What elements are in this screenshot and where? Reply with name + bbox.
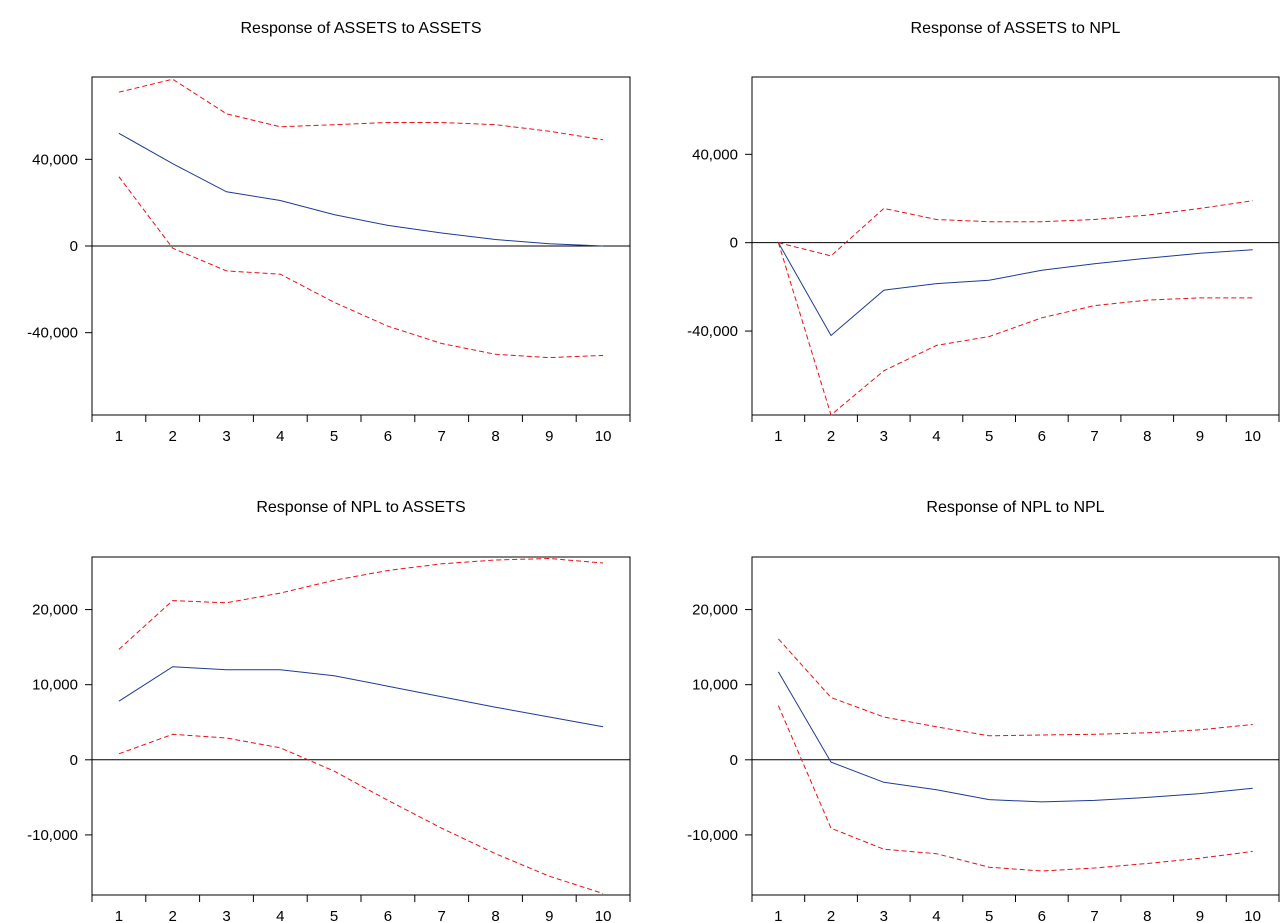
x-tick-label: 5: [985, 428, 993, 445]
y-tick-label: -10,000: [27, 827, 78, 844]
x-tick-label: 1: [774, 428, 782, 445]
lower-band-line: [118, 176, 604, 359]
lower-band-line: [777, 242, 1253, 416]
response-line: [777, 242, 1253, 337]
x-tick-label: 4: [932, 908, 940, 923]
x-tick-label: 4: [276, 908, 284, 923]
x-tick-label: 9: [1196, 428, 1204, 445]
panel-4: Response of NPL to NPL 1 2 3 4 5 6 7 8 9 10 20,000 1…: [687, 499, 1280, 923]
x-tick-label: 2: [827, 908, 835, 923]
y-tick-label: 10,000: [32, 677, 78, 694]
y-tick-label: 10,000: [692, 677, 738, 694]
plot-frame: [751, 556, 1280, 896]
y-tick-label: 40,000: [32, 151, 78, 168]
y-tick-label: 40,000: [692, 146, 738, 163]
lower-band-line: [118, 733, 604, 894]
x-tick-label: 8: [491, 908, 499, 923]
x-tick-label: 9: [1196, 908, 1204, 923]
x-tick-label: 6: [1038, 428, 1046, 445]
response-line: [777, 671, 1253, 803]
response-line: [118, 132, 604, 247]
x-tick-label: 10: [595, 428, 612, 445]
x-tick-label: 3: [880, 908, 888, 923]
x-tick-label: 10: [595, 908, 612, 923]
x-tick-label: 8: [1143, 908, 1151, 923]
panel-title: Response of ASSETS to ASSETS: [240, 20, 481, 37]
upper-band-line: [118, 557, 604, 650]
x-tick-label: 9: [545, 908, 553, 923]
x-tick-label: 10: [1244, 908, 1261, 923]
plot-frame: [751, 76, 1280, 416]
x-tick-label: 2: [169, 908, 177, 923]
x-tick-label: 1: [774, 908, 782, 923]
plot-frame: [91, 556, 631, 896]
y-tick-label: 0: [730, 235, 738, 252]
x-tick-label: 1: [115, 908, 123, 923]
panel-3: Response of NPL to ASSETS 1 2 3 4 5 6 7 8 9 10 20,0…: [27, 499, 631, 923]
upper-band-line: [778, 200, 1253, 257]
x-tick-label: 3: [880, 428, 888, 445]
y-tick-label: 0: [70, 238, 78, 255]
y-tick-label: 20,000: [32, 602, 78, 619]
x-tick-label: 7: [1090, 428, 1098, 445]
x-tick-label: 4: [276, 428, 284, 445]
x-tick-label: 3: [222, 428, 230, 445]
lower-band-line: [777, 705, 1253, 872]
x-tick-label: 1: [115, 428, 123, 445]
x-tick-label: 7: [438, 428, 446, 445]
x-tick-label: 7: [1090, 908, 1098, 923]
x-tick-label: 4: [932, 428, 940, 445]
y-tick-label: 0: [70, 752, 78, 769]
x-tick-label: 6: [384, 428, 392, 445]
panel-title: Response of NPL to ASSETS: [256, 499, 465, 516]
panel-title: Response of ASSETS to NPL: [911, 20, 1121, 37]
panel-1: Response of ASSETS to ASSETS 1 2 3 4 5 6 7 8 9 10 4…: [27, 20, 631, 445]
upper-band-line: [778, 638, 1253, 737]
x-tick-label: 6: [384, 908, 392, 923]
x-tick-label: 5: [330, 908, 338, 923]
x-tick-label: 3: [222, 908, 230, 923]
y-tick-label: -40,000: [27, 325, 78, 342]
x-tick-label: 5: [985, 908, 993, 923]
x-tick-label: 2: [827, 428, 835, 445]
x-tick-label: 8: [491, 428, 499, 445]
x-tick-label: 6: [1038, 908, 1046, 923]
panel-2: Response of ASSETS to NPL 1 2 3 4 5 6 7 8 9 10 40,0…: [687, 20, 1280, 445]
x-tick-label: 10: [1244, 428, 1261, 445]
x-tick-label: 9: [545, 428, 553, 445]
y-tick-label: 0: [730, 752, 738, 769]
x-tick-label: 5: [330, 428, 338, 445]
y-tick-label: 20,000: [692, 602, 738, 619]
x-tick-label: 2: [169, 428, 177, 445]
y-tick-label: -10,000: [687, 827, 738, 844]
y-tick-label: -40,000: [687, 323, 738, 340]
x-tick-label: 8: [1143, 428, 1151, 445]
response-line: [118, 666, 604, 728]
panel-title: Response of NPL to NPL: [926, 499, 1104, 516]
upper-band-line: [118, 78, 604, 141]
x-tick-label: 7: [438, 908, 446, 923]
